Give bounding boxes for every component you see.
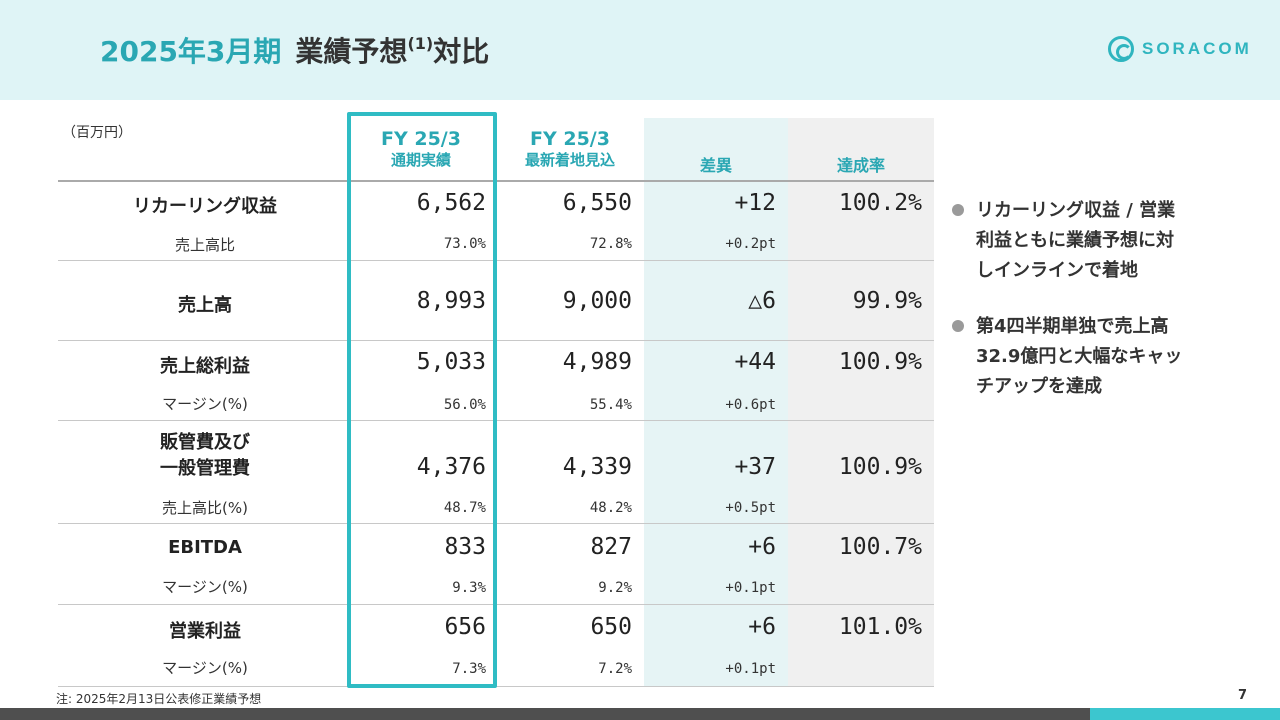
cell-forecast: 9,000 — [562, 288, 632, 314]
cell-actual: 4,376 — [416, 454, 486, 480]
cell-sub-actual: 9.3% — [452, 580, 486, 596]
slide-header: 2025年3月期 業績予想(1)対比 SORACOM — [0, 0, 1280, 100]
unit-label: （百万円） — [62, 125, 132, 141]
cell-sub-diff: +0.6pt — [725, 397, 776, 413]
footnote: 注: 2025年2月13日公表修正業績予想 — [56, 692, 262, 706]
cell-rate: 100.9% — [838, 349, 922, 375]
col-header-forecast-period: FY 25/3 — [530, 128, 610, 150]
cell-diff: +44 — [734, 349, 776, 375]
bullet-dot-icon — [952, 204, 964, 216]
cell-sub-diff: +0.5pt — [725, 500, 776, 516]
col-header-actual: FY 25/3 通期実績 — [348, 128, 494, 170]
footer-bar-accent — [1090, 708, 1280, 720]
cell-sub-forecast: 72.8% — [589, 236, 632, 252]
cell-rate: 100.7% — [838, 534, 922, 560]
cell-actual: 6,562 — [416, 190, 486, 216]
logo-text: SORACOM — [1142, 39, 1252, 58]
title-footnote-mark: (1) — [407, 34, 434, 53]
title-subject: 業績予想(1)対比 — [295, 34, 490, 68]
title-comparison: 対比 — [433, 35, 490, 68]
cell-diff: +37 — [734, 454, 776, 480]
cell-diff: +6 — [748, 614, 776, 640]
actual-column-highlight — [347, 112, 497, 688]
cell-sub-actual: 73.0% — [443, 236, 486, 252]
row-label-sga-line2: 一般管理費 — [160, 458, 250, 479]
cell-sub-forecast: 55.4% — [589, 397, 632, 413]
bullet-list: リカーリング収益 / 営業 利益ともに業績予想に対 しインラインで着地 第4四半… — [952, 196, 1252, 428]
page-number: 7 — [1238, 688, 1248, 703]
cell-actual: 656 — [444, 614, 486, 640]
row-sublabel: マージン(%) — [162, 395, 248, 413]
cell-forecast: 6,550 — [562, 190, 632, 216]
cell-sub-forecast: 48.2% — [589, 500, 632, 516]
cell-rate: 101.0% — [838, 614, 922, 640]
cell-rate: 100.2% — [838, 190, 922, 216]
cell-diff: +12 — [734, 190, 776, 216]
cell-sub-forecast: 9.2% — [598, 580, 632, 596]
cell-sub-actual: 48.7% — [443, 500, 486, 516]
cell-forecast: 650 — [590, 614, 632, 640]
row-label-sga: 販管費及び 一般管理費 — [100, 430, 310, 482]
footer-bar-dark — [0, 708, 1090, 720]
logo-mark-icon — [1108, 36, 1134, 62]
cell-sub-diff: +0.1pt — [725, 661, 776, 677]
slide-title: 2025年3月期 業績予想(1)対比 — [100, 30, 489, 70]
soracom-logo: SORACOM — [1108, 36, 1252, 62]
cell-actual: 8,993 — [416, 288, 486, 314]
row-label-recurring-revenue: リカーリング収益 — [133, 196, 277, 217]
cell-diff: +6 — [748, 534, 776, 560]
row-label-operating-income: 営業利益 — [169, 621, 241, 642]
col-header-actual-period: FY 25/3 — [381, 128, 461, 150]
title-forecast: 業績予想 — [295, 35, 408, 68]
col-header-actual-label: 通期実績 — [390, 151, 451, 169]
bullet-item: リカーリング収益 / 営業 利益ともに業績予想に対 しインラインで着地 — [952, 196, 1252, 286]
row-sublabel: 売上高比(%) — [162, 499, 248, 517]
bullet-text: 第4四半期単独で売上高 32.9億円と大幅なキャッ チアップを達成 — [976, 316, 1183, 397]
col-header-diff: 差異 — [699, 156, 732, 175]
col-header-forecast: FY 25/3 最新着地見込 — [496, 128, 644, 170]
bullet-text: リカーリング収益 / 営業 利益ともに業績予想に対 しインラインで着地 — [976, 200, 1176, 281]
rate-column-band — [788, 118, 934, 686]
title-period: 2025年3月期 — [100, 35, 282, 68]
row-label-ebitda: EBITDA — [168, 537, 242, 558]
cell-actual: 5,033 — [416, 349, 486, 375]
col-header-rate: 達成率 — [836, 156, 885, 175]
row-sublabel: マージン(%) — [162, 578, 248, 596]
row-label-revenue: 売上高 — [178, 295, 232, 316]
cell-rate: 100.9% — [838, 454, 922, 480]
row-sublabel: マージン(%) — [162, 659, 248, 677]
bullet-item: 第4四半期単独で売上高 32.9億円と大幅なキャッ チアップを達成 — [952, 312, 1252, 402]
row-sublabel: 売上高比 — [174, 236, 235, 254]
row-label-sga-line1: 販管費及び — [160, 432, 250, 453]
cell-sub-diff: +0.2pt — [725, 236, 776, 252]
cell-sub-actual: 56.0% — [443, 397, 486, 413]
cell-forecast: 4,339 — [562, 454, 632, 480]
diff-column-band — [644, 118, 788, 686]
bullet-dot-icon — [952, 320, 964, 332]
cell-sub-actual: 7.3% — [452, 661, 486, 677]
col-header-forecast-label: 最新着地見込 — [524, 151, 615, 169]
cell-sub-diff: +0.1pt — [725, 580, 776, 596]
cell-sub-forecast: 7.2% — [598, 661, 632, 677]
cell-forecast: 4,989 — [562, 349, 632, 375]
cell-diff: △6 — [748, 288, 776, 314]
cell-forecast: 827 — [590, 534, 632, 560]
cell-actual: 833 — [444, 534, 486, 560]
cell-rate: 99.9% — [852, 288, 922, 314]
row-label-gross-profit: 売上総利益 — [160, 356, 250, 377]
